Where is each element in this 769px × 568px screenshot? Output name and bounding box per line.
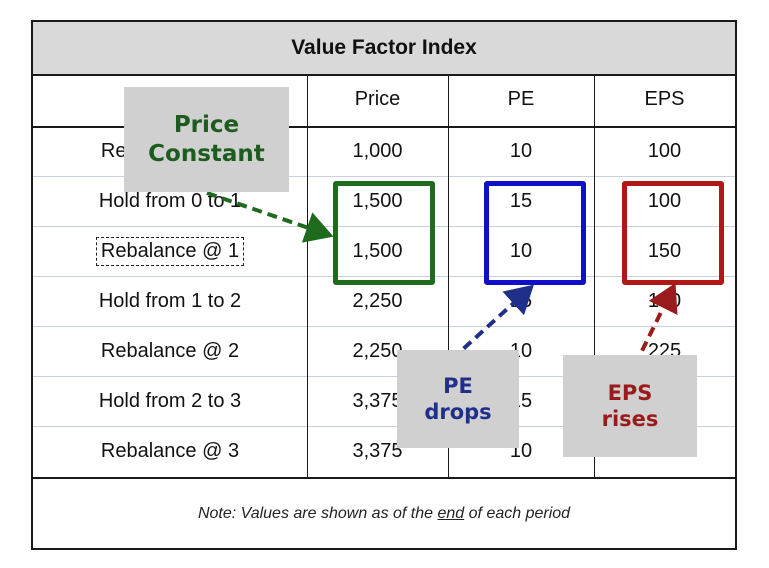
note-emphasis: end — [437, 504, 465, 522]
price-cell-text: 1,500 — [352, 239, 403, 262]
row-label: Hold from 0 to 1 — [33, 176, 307, 226]
eps-highlight-box — [622, 181, 724, 285]
column-divider — [448, 74, 449, 477]
pe-cell: 10 — [448, 226, 594, 276]
price-cell-text: 2,250 — [352, 339, 403, 362]
note-text-before: Note: Values are shown as of the — [197, 504, 434, 522]
eps-cell-text: 100 — [647, 139, 682, 162]
pe-cell-text: 10 — [509, 139, 533, 162]
pe-cell-text: 15 — [509, 189, 533, 212]
price-callout-line1: Price — [173, 111, 240, 138]
column-divider — [594, 74, 595, 477]
eps-cell-text: 150 — [647, 239, 682, 262]
column-divider — [307, 74, 308, 477]
eps-cell: 100 — [594, 126, 735, 176]
header-price: Price — [354, 88, 401, 110]
table-note: Note: Values are shown as of the end of … — [33, 479, 735, 548]
value-factor-table: Value Factor Index Price PE EPS Rebalanc… — [31, 20, 737, 550]
eps-cell: 100 — [594, 176, 735, 226]
row-label: Rebalance @ 1 — [33, 226, 307, 276]
price-cell: 1,500 — [307, 176, 448, 226]
price-cell: 3,375 — [307, 376, 448, 426]
price-cell: 2,250 — [307, 326, 448, 376]
row-label: Hold from 2 to 3 — [33, 376, 307, 426]
pe-highlight-box — [484, 181, 586, 285]
row-label-text: Hold from 1 to 2 — [98, 289, 242, 312]
header-eps: EPS — [644, 88, 685, 110]
note-text-after: of each period — [468, 504, 571, 522]
price-cell-text: 3,375 — [352, 439, 403, 462]
price-cell-text: 3,375 — [352, 389, 403, 412]
row-label-text: Hold from 2 to 3 — [98, 389, 242, 412]
eps-callout-line2: rises — [601, 407, 659, 431]
pe-cell: 15 — [448, 176, 594, 226]
pe-callout-line2: drops — [424, 400, 492, 424]
pe-callout-line1: PE — [443, 373, 473, 398]
header-row: Price PE EPS — [33, 74, 735, 128]
table-title: Value Factor Index — [33, 22, 735, 76]
eps-cell: 150 — [594, 226, 735, 276]
price-arrow — [206, 191, 334, 243]
row-label-text: Rebalance @ 1 — [95, 236, 245, 266]
pe-cell: 10 — [448, 126, 594, 176]
price-cell: 1,000 — [307, 126, 448, 176]
eps-cell-text: 100 — [647, 189, 682, 212]
header-pe: PE — [507, 88, 535, 110]
price-cell: 2,250 — [307, 276, 448, 326]
price-cell: 1,500 — [307, 226, 448, 276]
table-row: Hold from 0 to 1 1,500 15 100 — [33, 176, 735, 227]
table-row: Rebalance @ 1 1,500 10 150 — [33, 226, 735, 277]
price-cell-text: 1,500 — [352, 189, 403, 212]
pe-cell-text: 10 — [509, 239, 533, 262]
row-label: Rebalance @ 2 — [33, 326, 307, 376]
price-cell-text: 1,000 — [352, 139, 403, 162]
row-label-text: Rebalance @ 3 — [100, 439, 240, 462]
eps-arrow — [633, 282, 678, 366]
eps-callout-line1: EPS — [607, 380, 653, 405]
row-label: Hold from 1 to 2 — [33, 276, 307, 326]
price-callout-line2: Constant — [148, 140, 265, 167]
eps-rises-callout: EPS rises — [563, 355, 697, 457]
price-cell: 3,375 — [307, 426, 448, 476]
row-label: Rebalance @ 3 — [33, 426, 307, 476]
price-highlight-box — [333, 181, 435, 285]
table-row: Hold from 2 to 33,37515225 — [33, 376, 735, 427]
row-label-text: Hold from 0 to 1 — [98, 189, 242, 212]
table-bottom-divider — [33, 477, 735, 479]
row-label-text: Rebalance @ 2 — [100, 339, 240, 362]
pe-drops-callout: PE drops — [397, 350, 519, 448]
price-constant-callout: Price Constant — [124, 87, 289, 192]
price-cell-text: 2,250 — [352, 289, 403, 312]
